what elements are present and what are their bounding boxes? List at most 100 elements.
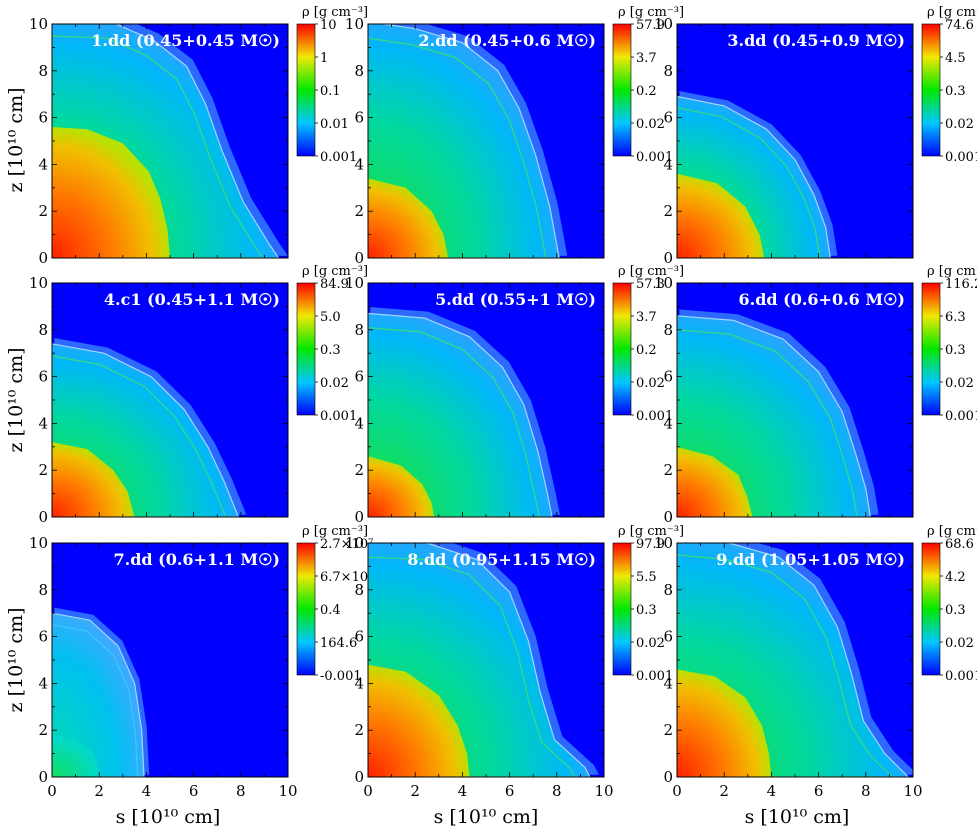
colorbar-tick-label: 0.2 — [636, 84, 657, 99]
y-tick-label: 0 — [354, 508, 364, 526]
y-tick-label: 8 — [663, 62, 673, 80]
colorbar — [921, 542, 941, 676]
y-tick-label: 4 — [663, 155, 673, 173]
y-tick-label: 8 — [354, 62, 364, 80]
colorbar-tick-label: 0.3 — [945, 603, 966, 618]
colorbar-title: ρ [g cm⁻³] — [927, 524, 977, 539]
y-tick-label: 10 — [654, 534, 673, 552]
panel-2: 0 2 4 6 8 10 2.dd (0.45+0.6 M☉) 57.9 3.7 0.2 0.02 0… — [345, 5, 684, 267]
colorbar-tick-label: 0.001 — [636, 409, 673, 424]
y-tick-label: 2 — [38, 202, 48, 220]
inner-shell — [52, 623, 139, 777]
y-tick-label: 2 — [38, 461, 48, 479]
y-tick-label: 4 — [354, 674, 364, 692]
colorbar-title: ρ [g cm⁻³] — [927, 5, 977, 20]
inner-shell — [677, 329, 858, 517]
x-tick-label: 2 — [719, 782, 729, 800]
y-tick-label: 6 — [354, 109, 364, 127]
x-tick-label: 8 — [861, 782, 871, 800]
x-tick-label: 0 — [363, 782, 373, 800]
colorbar-tick-label: 0.01 — [320, 117, 349, 132]
colorbar-tick-label: 6.3 — [945, 310, 966, 325]
panel-label: 9.dd (1.05+1.05 M☉) — [716, 550, 905, 569]
y-tick-label: 4 — [663, 414, 673, 432]
inner-shell — [677, 554, 894, 777]
panel-label: 8.dd (0.95+1.15 M☉) — [407, 550, 596, 569]
colorbar-tick-label: 1 — [320, 51, 328, 66]
dense-core — [677, 446, 753, 517]
axis-titles: z [10¹⁰ cm] z [10¹⁰ cm] z [10¹⁰ cm] s [1… — [5, 88, 849, 828]
colorbar — [921, 282, 941, 416]
x-tick-label: 0 — [672, 782, 682, 800]
colorbar-tick-label: 0.02 — [945, 376, 974, 391]
dense-core — [368, 178, 449, 258]
colorbar-tick-label: 0.02 — [945, 636, 974, 651]
x-tick-label: 4 — [767, 782, 777, 800]
y-tick-label: 10 — [345, 274, 364, 292]
x-tick-label: 2 — [94, 782, 104, 800]
colorbar — [296, 542, 316, 676]
colorbar-tick-label: 6.7×10⁴ — [320, 570, 373, 585]
colorbar-tick-label: 4.2 — [945, 570, 966, 585]
panel-5: 0 2 4 6 8 10 5.dd (0.55+1 M☉) 57.3 3.7 0.2 0.02 0.0… — [345, 264, 684, 526]
colorbar-tick-label: 0.4 — [320, 603, 341, 618]
y-tick-label: 4 — [354, 155, 364, 173]
inner-shell — [52, 35, 264, 258]
inner-shell — [368, 556, 576, 777]
colorbar-tick-label: -0.001 — [320, 669, 362, 684]
x-tick-label: 4 — [458, 782, 468, 800]
colorbar-tick-label: 0.3 — [636, 603, 657, 618]
y-tick-label: 0 — [38, 768, 48, 786]
y-tick-label: 8 — [38, 62, 48, 80]
colorbar-tick-label: 3.7 — [636, 51, 657, 66]
y-axis-title-row-2: z [10¹⁰ cm] — [5, 348, 27, 453]
colorbar-tick-label: 0.02 — [636, 636, 665, 651]
colorbar-title: ρ [g cm⁻³] — [302, 524, 368, 539]
x-axis-title-col-2: s [10¹⁰ cm] — [434, 806, 539, 828]
colorbar-tick-label: 0.3 — [945, 84, 966, 99]
y-tick-label: 6 — [38, 368, 48, 386]
colorbar — [612, 23, 632, 157]
colorbar-tick-label: 0.001 — [636, 150, 673, 165]
y-tick-label: 10 — [29, 534, 48, 552]
y-tick-label: 10 — [654, 274, 673, 292]
colorbar-tick-label: 3.7 — [636, 310, 657, 325]
colorbar-tick-label: 2.7×10⁷ — [320, 537, 373, 552]
y-tick-label: 4 — [38, 674, 48, 692]
colorbar-tick-label: 0.2 — [636, 343, 657, 358]
colorbar-tick-label: 97.9 — [636, 537, 665, 552]
colorbar — [921, 23, 941, 157]
x-tick-label: 10 — [903, 782, 922, 800]
panel-9: 0 2 4 6 8 10 0 2 4 6 8 10 9.dd (1.05+1.05 M☉) 68.6 4.2… — [654, 524, 977, 800]
y-tick-label: 8 — [354, 581, 364, 599]
colorbar-tick-label: 57.3 — [636, 277, 665, 292]
colorbar-title: ρ [g cm⁻³] — [618, 264, 684, 279]
colorbar-tick-label: 0.001 — [320, 409, 357, 424]
y-tick-label: 2 — [663, 461, 673, 479]
x-tick-label: 10 — [594, 782, 613, 800]
y-tick-label: 10 — [345, 534, 364, 552]
colorbar-tick-label: 0.001 — [945, 669, 977, 684]
colorbar-tick-label: 84.9 — [320, 277, 349, 292]
panel-8: 0 2 4 6 8 10 0 2 4 6 8 10 8.dd (0.95+1.15 M☉) 97.9 5.5… — [345, 524, 684, 800]
y-tick-label: 6 — [38, 109, 48, 127]
x-tick-label: 2 — [410, 782, 420, 800]
colorbar-tick-label: 4.5 — [945, 51, 966, 66]
colorbar-title: ρ [g cm⁻³] — [618, 5, 684, 20]
colorbar-tick-label: 5.5 — [636, 570, 657, 585]
y-tick-label: 4 — [663, 674, 673, 692]
y-tick-label: 4 — [38, 155, 48, 173]
y-tick-label: 2 — [38, 721, 48, 739]
y-tick-label: 2 — [354, 461, 364, 479]
y-axis-title-row-1: z [10¹⁰ cm] — [5, 88, 27, 193]
dense-core — [52, 442, 135, 517]
panel-7: 0 2 4 6 8 10 0 2 4 6 8 10 7.dd (0.6+1.1 M☉) 2.7×10⁷ 6.… — [29, 524, 373, 800]
panel-4: 0 2 4 6 8 10 4.c1 (0.45+1.1 M☉) 84.9 5.0 0.3 0.02 0… — [29, 264, 368, 526]
panel-6: 0 2 4 6 8 10 6.dd (0.6+0.6 M☉) 116.2 6.3 0.3 0.02 0… — [654, 264, 977, 526]
colorbar-tick-label: 74.6 — [945, 18, 974, 33]
y-tick-label: 0 — [38, 249, 48, 267]
y-tick-label: 0 — [354, 768, 364, 786]
x-axis-title-col-3: s [10¹⁰ cm] — [745, 806, 850, 828]
y-tick-label: 8 — [663, 581, 673, 599]
